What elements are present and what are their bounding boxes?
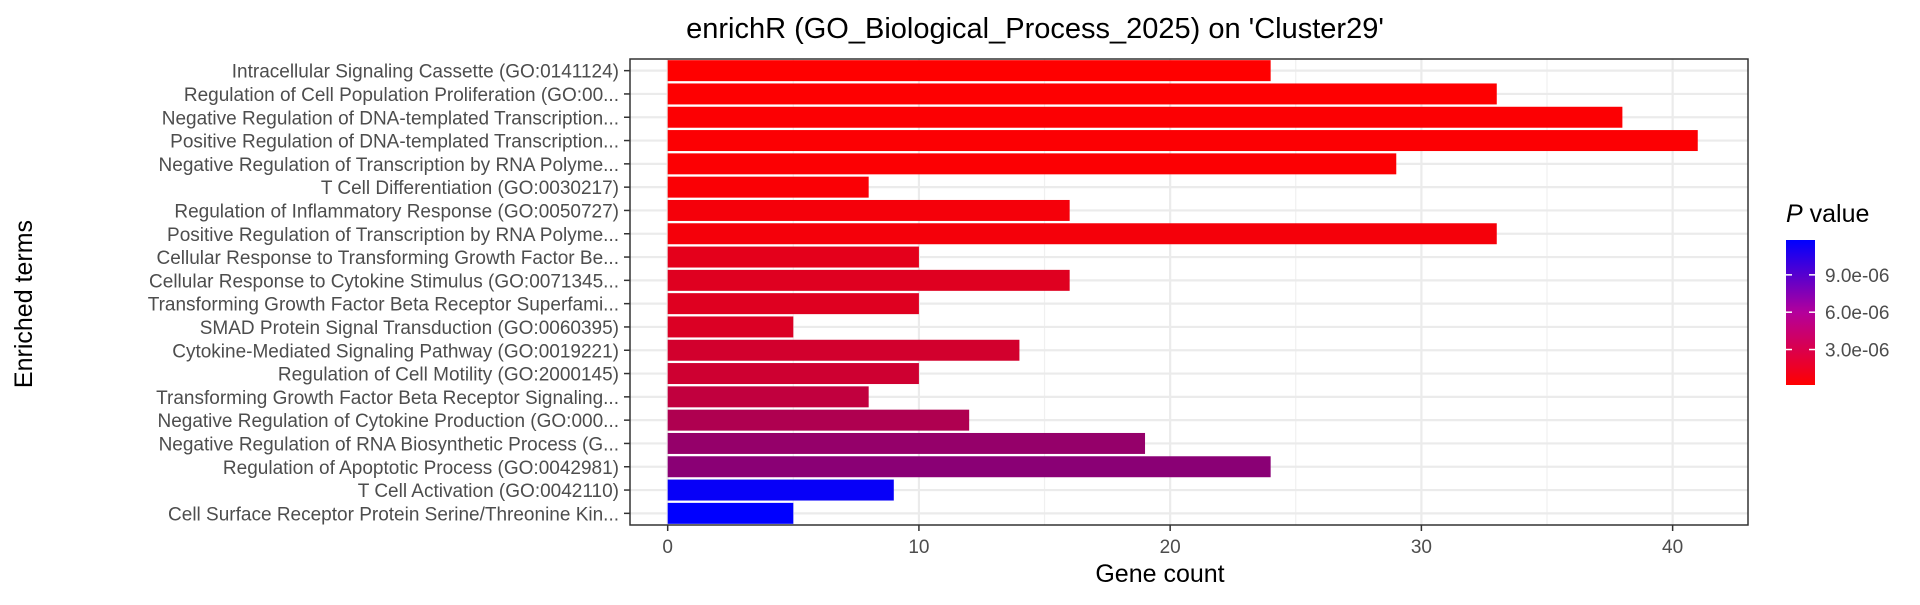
y-tick-label: Negative Regulation of Cytokine Producti… xyxy=(157,411,619,432)
bar xyxy=(667,199,1070,221)
bar xyxy=(667,176,869,198)
bar xyxy=(667,316,794,338)
panel-background xyxy=(630,59,1748,525)
bar xyxy=(667,432,1146,454)
y-axis-label: Enriched terms xyxy=(10,220,38,388)
bar xyxy=(667,83,1497,105)
bar xyxy=(667,223,1497,245)
bar xyxy=(667,339,1020,361)
bar xyxy=(667,456,1271,478)
y-tick-label: Negative Regulation of DNA-templated Tra… xyxy=(162,108,619,129)
y-tick-label: Regulation of Cell Motility (GO:2000145) xyxy=(278,365,619,386)
y-tick-label: Negative Regulation of RNA Biosynthetic … xyxy=(159,434,619,455)
bar xyxy=(667,386,869,408)
y-tick-label: Regulation of Inflammatory Response (GO:… xyxy=(174,201,619,222)
legend-title: P value xyxy=(1786,200,1869,228)
legend-ticks: 9.0e-06 6.0e-06 3.0e-06 xyxy=(1786,266,1889,362)
panel-border xyxy=(629,58,1749,526)
y-tick-label: Intracellular Signaling Cassette (GO:014… xyxy=(232,62,619,83)
chart-title: enrichR (GO_Biological_Process_2025) on … xyxy=(686,13,1384,45)
x-tick-label: 20 xyxy=(1160,537,1181,558)
y-tick-label: Regulation of Apoptotic Process (GO:0042… xyxy=(223,458,619,479)
x-tick-label: 0 xyxy=(662,537,673,558)
x-tick-labels: 0 10 20 30 40 xyxy=(662,525,1683,558)
legend-tick-label: 9.0e-06 xyxy=(1825,266,1889,287)
y-tick-label: Cellular Response to Cytokine Stimulus (… xyxy=(149,271,619,292)
x-axis-label: Gene count xyxy=(1095,560,1224,588)
plot-panel xyxy=(629,58,1749,526)
legend-tick-label: 6.0e-06 xyxy=(1825,303,1889,324)
legend: P value 9.0e-06 6.0e-06 3.0e-06 xyxy=(1786,200,1889,385)
legend-title-rest: value xyxy=(1803,200,1870,228)
y-tick-label: Transforming Growth Factor Beta Receptor… xyxy=(148,295,619,316)
y-tick-label: Negative Regulation of Transcription by … xyxy=(159,155,619,176)
x-tick-label: 10 xyxy=(908,537,929,558)
y-tick-label: T Cell Differentiation (GO:0030217) xyxy=(321,178,619,199)
bar xyxy=(667,130,1698,152)
y-tick-label: Regulation of Cell Population Proliferat… xyxy=(184,85,619,106)
y-tick-label: Cell Surface Receptor Protein Serine/Thr… xyxy=(168,504,619,525)
bar xyxy=(667,363,919,385)
legend-title-italic: P xyxy=(1786,200,1803,228)
y-tick-labels: Intracellular Signaling Cassette (GO:014… xyxy=(148,62,630,525)
x-tick-label: 30 xyxy=(1411,537,1432,558)
bar xyxy=(667,153,1397,175)
x-tick-label: 40 xyxy=(1662,537,1683,558)
bar xyxy=(667,246,919,268)
bar xyxy=(667,479,894,501)
y-tick-label: Cellular Response to Transforming Growth… xyxy=(156,248,619,269)
y-tick-label: T Cell Activation (GO:0042110) xyxy=(358,481,619,502)
y-tick-label: Cytokine-Mediated Signaling Pathway (GO:… xyxy=(172,341,619,362)
bar xyxy=(667,60,1271,82)
bar xyxy=(667,409,970,431)
bar xyxy=(667,106,1623,128)
bar xyxy=(667,269,1070,291)
y-tick-label: Positive Regulation of Transcription by … xyxy=(167,225,619,246)
y-tick-label: SMAD Protein Signal Transduction (GO:006… xyxy=(200,318,619,339)
bar xyxy=(667,293,919,315)
legend-tick-label: 3.0e-06 xyxy=(1825,341,1889,362)
y-tick-label: Positive Regulation of DNA-templated Tra… xyxy=(170,132,619,153)
y-tick-label: Transforming Growth Factor Beta Receptor… xyxy=(156,388,619,409)
bar xyxy=(667,502,794,524)
